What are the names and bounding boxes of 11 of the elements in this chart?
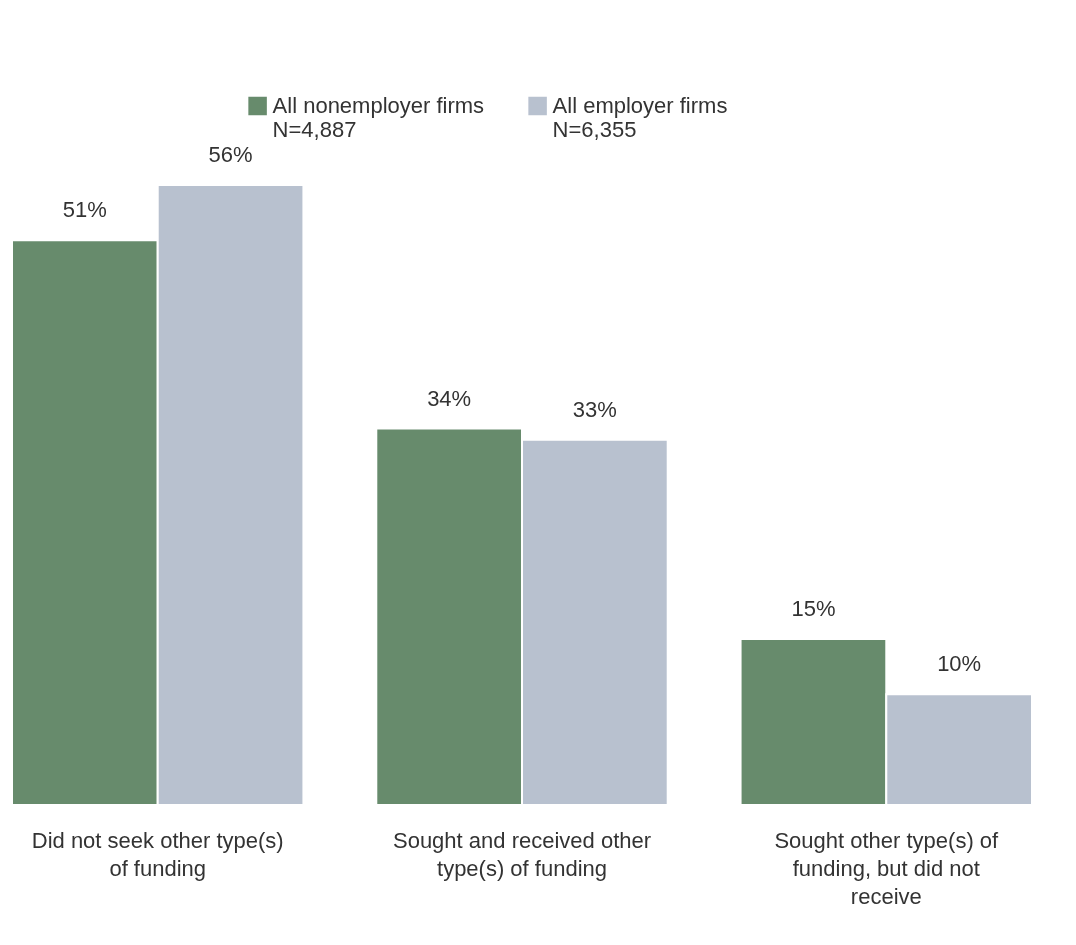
x-tick-label: Did not seek other type(s) of funding <box>31 827 284 881</box>
legend-label: All nonemployer firms N=4,887 <box>272 93 485 142</box>
data-label: 56% <box>208 142 253 167</box>
data-label: 10% <box>937 651 982 677</box>
x-tick-label: Sought and received other type(s) of funding <box>392 827 652 881</box>
data-label: 51% <box>62 197 107 223</box>
data-label: 34% <box>427 385 472 411</box>
data-label: 15% <box>791 595 836 621</box>
x-tick-label: Sought other type(s) of funding, but did not receive <box>774 827 1000 909</box>
data-label: 33% <box>572 396 617 422</box>
legend-label: All employer firms N=6,355 <box>552 93 728 142</box>
